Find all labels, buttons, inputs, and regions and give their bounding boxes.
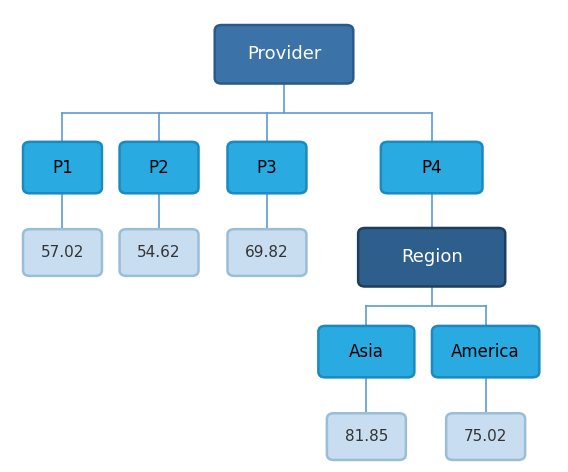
Text: America: America (452, 343, 520, 361)
Text: P4: P4 (421, 159, 442, 177)
Text: 54.62: 54.62 (137, 245, 181, 260)
FancyBboxPatch shape (120, 142, 199, 194)
Text: P2: P2 (149, 159, 169, 177)
Text: 57.02: 57.02 (41, 245, 84, 260)
Text: Provider: Provider (247, 45, 321, 63)
FancyBboxPatch shape (215, 25, 353, 84)
Text: P1: P1 (52, 159, 73, 177)
FancyBboxPatch shape (120, 229, 199, 276)
Text: Region: Region (401, 248, 462, 266)
Text: P3: P3 (257, 159, 277, 177)
FancyBboxPatch shape (23, 142, 102, 194)
FancyBboxPatch shape (432, 326, 540, 378)
Text: 81.85: 81.85 (345, 429, 388, 444)
Text: 69.82: 69.82 (245, 245, 289, 260)
Text: 75.02: 75.02 (464, 429, 507, 444)
FancyBboxPatch shape (446, 413, 525, 460)
Text: Asia: Asia (349, 343, 384, 361)
FancyBboxPatch shape (23, 229, 102, 276)
FancyBboxPatch shape (327, 413, 406, 460)
FancyBboxPatch shape (227, 229, 307, 276)
FancyBboxPatch shape (358, 228, 506, 287)
FancyBboxPatch shape (318, 326, 415, 378)
FancyBboxPatch shape (227, 142, 307, 194)
FancyBboxPatch shape (381, 142, 482, 194)
